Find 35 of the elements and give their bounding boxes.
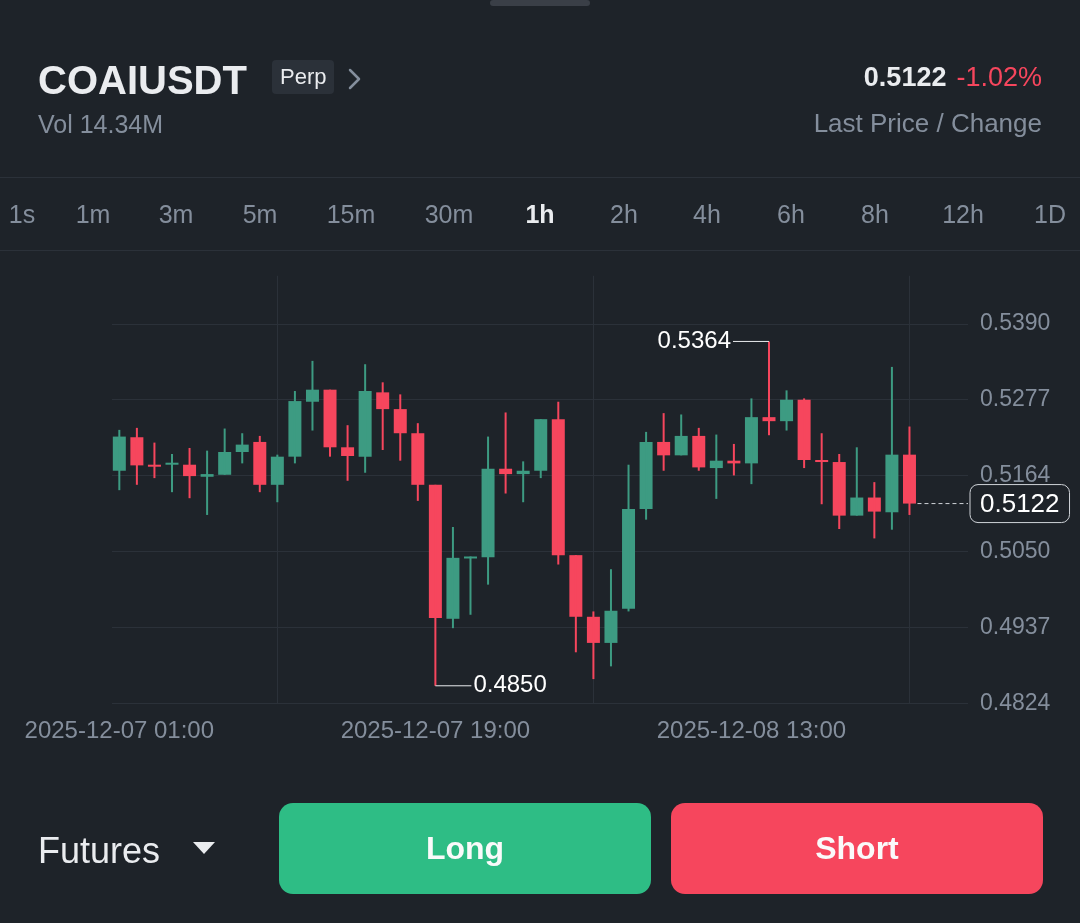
text: 30m [423, 200, 475, 229]
text: Long [279, 803, 651, 894]
text: 15m [325, 200, 377, 229]
y-tick-label: 0.5277 [980, 385, 1051, 412]
annotation: 0.4850 [473, 670, 547, 698]
x-tick-label: 2025-12-07 19:00 [340, 716, 531, 744]
text: 1h [524, 200, 556, 229]
text: 4h [692, 200, 722, 229]
text: 3m [157, 200, 195, 229]
chart-title: COAIUSDT [38, 58, 247, 103]
text: Futures [38, 830, 161, 872]
candlestick [200, 449, 214, 516]
text: 0.5122 [863, 62, 947, 93]
y-tick-label: 0.5164 [980, 460, 1051, 487]
text: 5m [241, 200, 279, 229]
x-tick-label: 2025-12-08 13:00 [656, 716, 847, 744]
text: 1s [7, 200, 37, 229]
text: Perp [272, 60, 335, 94]
text: 12h [941, 200, 985, 229]
y-tick-label: 0.4937 [980, 612, 1051, 639]
text: 8h [860, 200, 890, 229]
y-tick-label: 0.5050 [980, 537, 1051, 564]
text: 2h [609, 200, 639, 229]
ref-line-label: 0.5122 [980, 487, 1060, 518]
text: Short [671, 803, 1043, 894]
annotation: 0.5364 [657, 326, 731, 354]
text: Last Price / Change [813, 108, 1042, 139]
y-tick-label: 0.4824 [980, 688, 1051, 715]
text: 1D [1033, 200, 1067, 229]
chart-subtitle: Vol 14.34M [38, 110, 164, 139]
x-tick-label: 2025-12-07 01:00 [24, 716, 215, 744]
text: 6h [776, 200, 806, 229]
text: -1.02% [956, 62, 1042, 93]
text: 1m [74, 200, 112, 229]
y-tick-label: 0.5390 [980, 309, 1051, 336]
